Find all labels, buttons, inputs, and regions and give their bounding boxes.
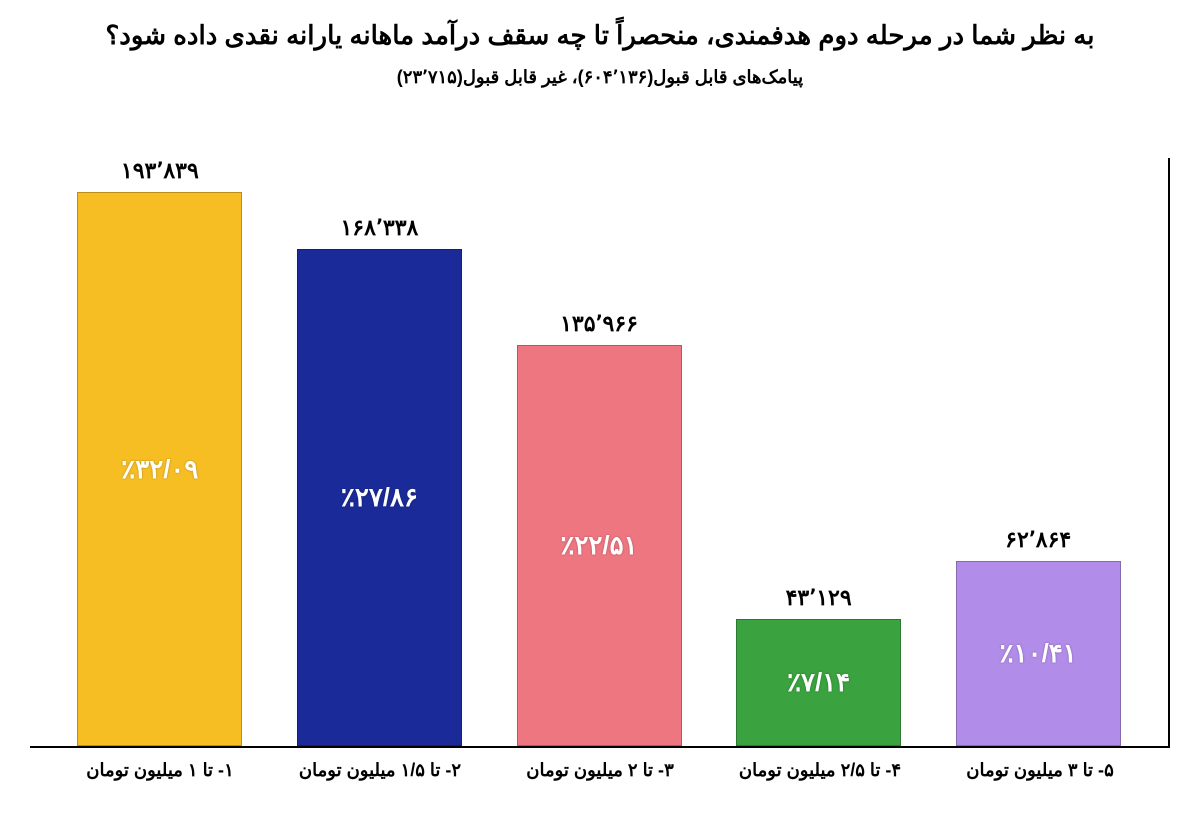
bar-percent-label: ٪۲۲/۵۱ <box>560 530 637 561</box>
bar-percent-label: ٪۱۰/۴۱ <box>1000 638 1077 669</box>
bar-2: ٪۲۷/۸۶ <box>297 249 462 746</box>
bar-value-label: ۶۲٬۸۶۴ <box>1005 527 1071 553</box>
bar-wrapper: ۱۹۳٬۸۳۹ ٪۳۲/۰۹ <box>70 158 250 746</box>
x-axis-label: ۳- تا ۲ میلیون تومان <box>510 760 690 781</box>
bar-3: ٪۲۲/۵۱ <box>517 345 682 746</box>
bar-wrapper: ۱۶۸٬۳۳۸ ٪۲۷/۸۶ <box>289 158 469 746</box>
bar-value-label: ۱۹۳٬۸۳۹ <box>121 158 199 184</box>
chart-subtitle: پیامک‌های قابل قبول(۶۰۴٬۱۳۶)، غیر قابل ق… <box>30 67 1170 88</box>
bar-1: ٪۳۲/۰۹ <box>77 192 242 746</box>
bar-4: ٪۷/۱۴ <box>736 619 901 746</box>
bar-wrapper: ۴۳٬۱۲۹ ٪۷/۱۴ <box>729 158 909 746</box>
x-axis-label: ۲- تا ۱/۵ میلیون تومان <box>290 760 470 781</box>
x-axis-label: ۴- تا ۲/۵ میلیون تومان <box>730 760 910 781</box>
chart-title: به نظر شما در مرحله دوم هدفمندی، منحصراً… <box>30 20 1170 51</box>
bar-value-label: ۴۳٬۱۲۹ <box>786 585 852 611</box>
bar-percent-label: ٪۷/۱۴ <box>787 667 850 698</box>
x-axis-label: ۱- تا ۱ میلیون تومان <box>70 760 250 781</box>
bar-percent-label: ٪۳۲/۰۹ <box>121 454 198 485</box>
bar-percent-label: ٪۲۷/۸۶ <box>341 482 418 513</box>
bar-value-label: ۱۳۵٬۹۶۶ <box>560 311 638 337</box>
bar-wrapper: ۱۳۵٬۹۶۶ ٪۲۲/۵۱ <box>509 158 689 746</box>
bar-5: ٪۱۰/۴۱ <box>956 561 1121 746</box>
chart-container: به نظر شما در مرحله دوم هدفمندی، منحصراً… <box>0 0 1200 835</box>
bar-wrapper: ۶۲٬۸۶۴ ٪۱۰/۴۱ <box>948 158 1128 746</box>
x-axis-labels: ۱- تا ۱ میلیون تومان ۲- تا ۱/۵ میلیون تو… <box>30 748 1170 781</box>
chart-plot-area: ۱۹۳٬۸۳۹ ٪۳۲/۰۹ ۱۶۸٬۳۳۸ ٪۲۷/۸۶ ۱۳۵٬۹۶۶ ٪۲… <box>30 158 1170 748</box>
bar-value-label: ۱۶۸٬۳۳۸ <box>340 215 418 241</box>
x-axis-label: ۵- تا ۳ میلیون تومان <box>950 760 1130 781</box>
